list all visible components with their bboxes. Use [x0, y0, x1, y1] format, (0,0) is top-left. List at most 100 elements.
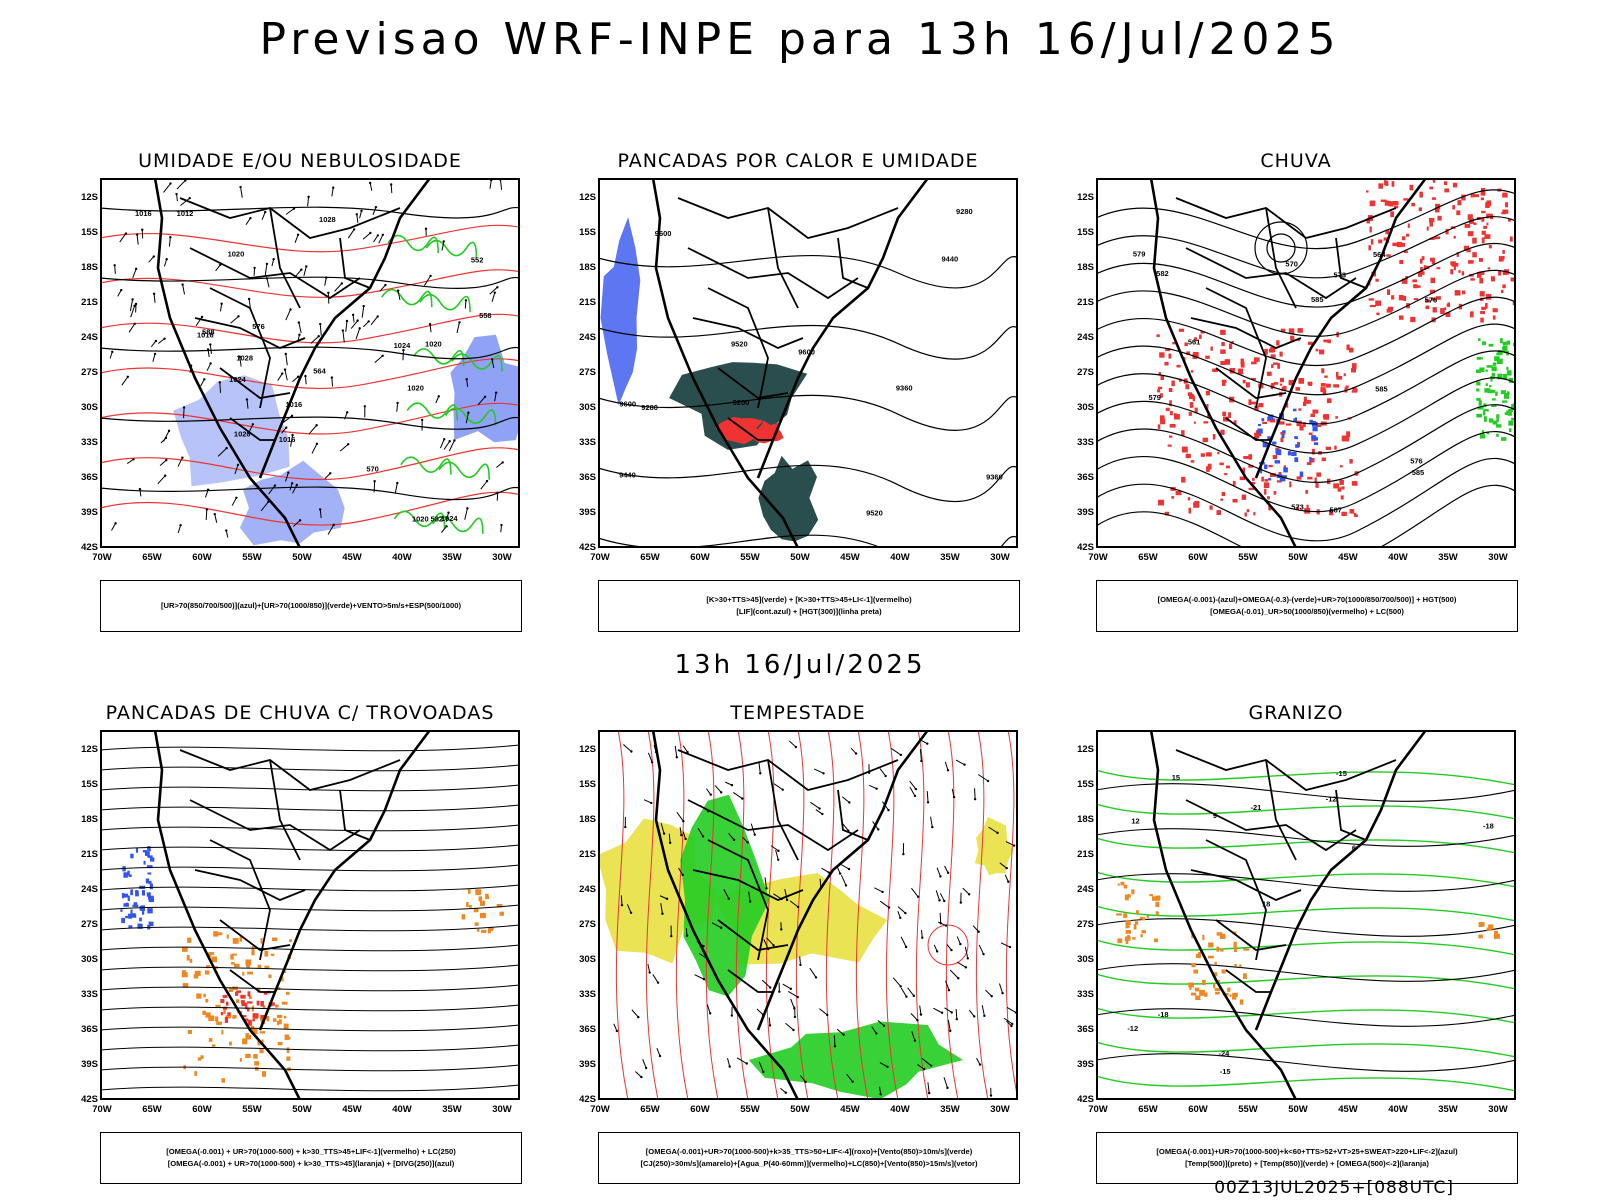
thunderstorm-area [231, 953, 237, 956]
wind-vector [200, 379, 205, 387]
humidity-contour [419, 293, 471, 313]
wind-vector [1011, 1022, 1014, 1026]
rain-area [1248, 487, 1255, 490]
rain-area [1295, 444, 1299, 448]
wind-vector [919, 1013, 923, 1016]
wind-vector [890, 748, 902, 756]
rain-area [1419, 191, 1423, 198]
hail-area [1219, 933, 1226, 939]
wind-vector [637, 1015, 640, 1019]
wind-vector [237, 315, 240, 318]
contour-label: 585 [1412, 468, 1425, 477]
wind-vector [325, 276, 328, 279]
rain-area [1479, 434, 1486, 439]
wind-vector [315, 442, 319, 446]
wind-vector [921, 1057, 932, 1067]
wind-vector [1012, 844, 1016, 847]
hail-area [1141, 917, 1146, 921]
rain-area [1437, 215, 1442, 221]
wind-vector [728, 1065, 731, 1068]
rain-area [1315, 483, 1319, 488]
wind-vector [778, 990, 781, 993]
rain-area [1270, 354, 1276, 359]
rain-area [1392, 242, 1398, 247]
wind-vector [138, 487, 142, 491]
legend-line: [Temp(500)](preto) + [Temp(850)](verde) … [1185, 1159, 1429, 1168]
wind-vector [289, 308, 292, 311]
rain-area [1473, 194, 1479, 198]
longitude-tick-label: 65W [1138, 552, 1158, 563]
humidity-contour [412, 348, 465, 367]
temperature-500-contour [1096, 918, 1516, 937]
map-plot [598, 730, 1018, 1100]
wind-vector [660, 903, 663, 914]
rain-area [1385, 229, 1390, 235]
wind-vector [946, 1086, 949, 1090]
thunderstorm-area [260, 1000, 264, 1007]
state-border [1175, 749, 1397, 791]
contour-label: 1012 [177, 209, 194, 218]
rain-area [1502, 255, 1505, 260]
contour-label: -12 [1127, 1024, 1138, 1033]
divergence-area [147, 855, 153, 858]
wind-vector [926, 791, 929, 803]
longitude-tick-label: 70W [92, 1104, 112, 1115]
rain-area [1434, 207, 1440, 213]
thunderstorm-area [476, 929, 480, 932]
rain-area [1333, 483, 1340, 489]
divergence-area [125, 902, 129, 906]
contour-label: 1016 [279, 435, 296, 444]
wind-vector [285, 208, 295, 215]
wind-vector [373, 235, 379, 243]
wind-vector [668, 841, 672, 845]
thunderstorm-area [473, 908, 479, 913]
longitude-tick-label: 40W [1388, 1104, 1408, 1115]
wind-vector [697, 827, 704, 837]
thunderstorm-area [260, 938, 263, 944]
wind-vector [265, 262, 269, 266]
rain-area [1242, 379, 1246, 384]
rain-area [1169, 435, 1173, 438]
main-title: Previsao WRF-INPE para 13h 16/Jul/2025 [259, 14, 1341, 65]
hail-area [1239, 964, 1242, 968]
rain-area [1212, 434, 1216, 440]
wind-vector [435, 396, 440, 404]
wind-vector [904, 911, 907, 915]
rain-area [1352, 386, 1357, 391]
rain-area [1509, 236, 1513, 242]
rain-area [1496, 352, 1502, 356]
wind-vector [660, 823, 665, 834]
divergence-area [147, 908, 153, 914]
latitude-tick-label: 39S [81, 1059, 98, 1070]
rain-area [1184, 342, 1188, 347]
wind-vector [213, 512, 216, 516]
wind-vector [352, 314, 355, 323]
panel-legend: [OMEGA(-0.001) + UR>70(1000-500) + k>30_… [100, 1132, 522, 1184]
latitude-tick-label: 21S [81, 297, 98, 308]
wind-vector [179, 523, 182, 527]
wind-vector [615, 1029, 619, 1033]
contour-label: 570 [1285, 259, 1298, 268]
thunderstorm-area [189, 958, 193, 963]
thunderstorm-area [226, 934, 229, 939]
thunderstorm-area [205, 998, 209, 1003]
wind-vector [944, 924, 948, 927]
thunderstorm-area [245, 1033, 249, 1039]
rain-area [1228, 412, 1231, 418]
wind-vector [952, 795, 956, 799]
wind-vector [759, 772, 762, 775]
rain-area [1472, 252, 1477, 258]
hail-area [1494, 930, 1498, 937]
rain-area [1481, 217, 1485, 222]
rain-area [1280, 328, 1286, 333]
rain-area [1200, 453, 1206, 457]
divergence-area [130, 853, 134, 859]
rain-area [1491, 366, 1497, 372]
wind-vector [121, 376, 129, 386]
wind-vector [790, 998, 795, 1009]
contour-label: 9360 [896, 383, 913, 392]
latitude-tick-label: 15S [579, 227, 596, 238]
longitude-tick-label: 30W [990, 552, 1010, 563]
rain-area [1156, 334, 1160, 337]
wind-vector [665, 897, 669, 901]
